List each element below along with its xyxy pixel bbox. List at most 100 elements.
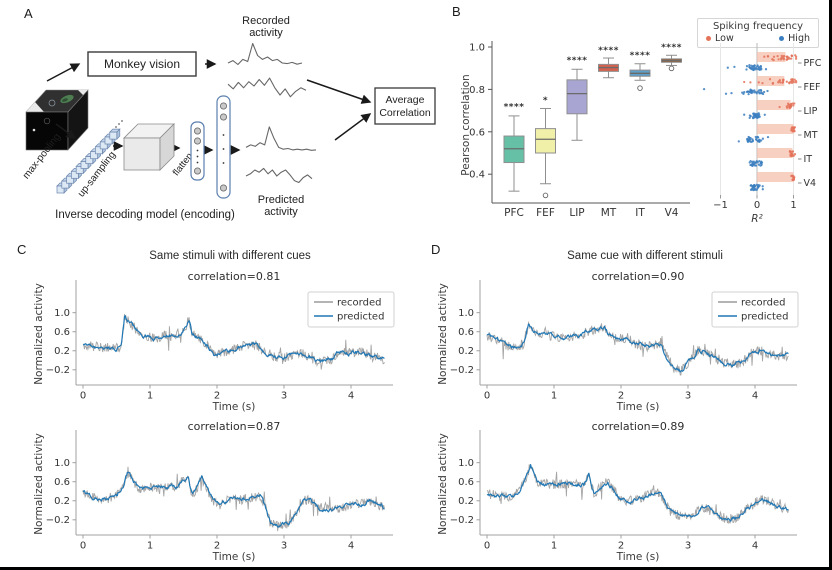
x-tick-label: 0: [80, 391, 86, 402]
svg-text:Recorded: Recorded: [242, 15, 290, 27]
r2-row-label: LIP: [804, 106, 818, 117]
y-tick-label: 1.0: [458, 458, 474, 469]
x-tick-label: −1: [713, 200, 728, 211]
r2-bar-FEF: [757, 76, 785, 86]
r2-row-label: PFC: [804, 58, 822, 69]
y-tick-label: −0.2: [450, 515, 474, 526]
svg-text:Average: Average: [386, 94, 425, 106]
x-axis-label: Time (s): [212, 551, 256, 563]
x-tick-label: 1: [147, 541, 153, 552]
fixation-dot: [32, 128, 36, 132]
x-category-label: LIP: [569, 207, 584, 219]
r2-row-label: V4: [804, 178, 817, 189]
timeseries-d2: correlation=0.89 Normalized activity Tim…: [437, 420, 797, 563]
x-tick-label: 2: [214, 391, 220, 402]
y-tick-label: 0.6: [54, 327, 70, 338]
timeseries-c1: correlation=0.81 Normalized activity Tim…: [33, 270, 395, 413]
x-category-label: PFC: [504, 207, 524, 219]
x-tick-label: 1: [551, 541, 557, 552]
r2-bar-IT: [757, 148, 793, 158]
x-category-label: IT: [635, 207, 645, 219]
significance-stars: *: [543, 96, 548, 106]
y-tick-label: 1.0: [54, 458, 70, 469]
y-tick-label: 0.2: [458, 346, 474, 357]
x-tick-label: 1: [147, 391, 153, 402]
frame-bottom-edge: [0, 567, 832, 570]
recorded-trace-1: [227, 42, 303, 66]
r2-row-label: FEF: [804, 82, 821, 93]
significance-stars: ****: [630, 51, 651, 61]
max-pooling-arrow: [55, 123, 77, 139]
y-tick-label: −0.2: [450, 365, 474, 376]
outlier: [637, 85, 643, 91]
frame-right-edge: [829, 0, 832, 570]
timeseries-d1: correlation=0.90 Normalized activity Tim…: [437, 270, 799, 413]
x-tick-label: 4: [752, 391, 758, 402]
encoding-model-diagram: Monkey vision Recorded activity max-pool…: [21, 15, 436, 221]
correlation-label: correlation=0.89: [592, 420, 685, 433]
y-tick-label: 0.6: [54, 477, 70, 488]
r2-xlabel: R²: [751, 213, 763, 225]
predicted-trace-1: [245, 126, 317, 151]
x-axis-label: Time (s): [212, 401, 256, 413]
x-tick-label: 2: [214, 541, 220, 552]
x-tick-label: 1: [551, 391, 557, 402]
output-vector: [216, 95, 231, 199]
x-tick-label: 2: [618, 391, 624, 402]
x-tick-label: 2: [618, 541, 624, 552]
plot-legend: recorded predicted: [711, 291, 799, 328]
r2-bar-MT: [757, 124, 794, 134]
y-axis-label: Normalized activity: [437, 433, 449, 535]
predicted-series: [486, 323, 789, 373]
predicted-series: [486, 464, 789, 522]
r2-bar-PFC: [757, 52, 786, 62]
x-tick-label: 1: [790, 200, 796, 211]
r2-dot-plot: −1 0 1 PFC FEF LIP MT IT V4 R²: [702, 43, 822, 225]
significance-stars: ****: [504, 103, 525, 113]
plot-legend: recorded predicted: [307, 291, 395, 328]
x-tick-label: 0: [754, 200, 760, 211]
y-tick-label: 1.0: [54, 308, 70, 319]
panel-c-label: C: [17, 242, 27, 257]
feature-cube-chain: [56, 128, 121, 194]
recorded-series: [486, 320, 789, 376]
significance-stars: ****: [661, 43, 682, 53]
legend-predicted-label: predicted: [337, 312, 384, 323]
model-caption: Inverse decoding model (encoding): [55, 209, 235, 221]
x-tick-label: 0: [80, 541, 86, 552]
y-tick-label: −0.2: [46, 515, 70, 526]
significance-stars: ****: [598, 46, 619, 56]
y-tick-label: −0.2: [46, 365, 70, 376]
high-dot-icon: [779, 36, 785, 41]
average-correlation-box: Average Correlation: [374, 87, 436, 125]
y-tick-label: 1.0: [458, 308, 474, 319]
x-category-label: MT: [601, 207, 617, 219]
legend-predicted-label: predicted: [741, 312, 788, 323]
box-LIP: [566, 79, 588, 115]
boxplot-ylabel: Pearson correlation: [460, 74, 472, 175]
predicted-series: [82, 471, 385, 528]
recorded-series: [82, 466, 385, 532]
photo-corner: [26, 102, 44, 112]
y-axis-label: Normalized activity: [437, 283, 449, 385]
x-tick-label: 3: [281, 541, 287, 552]
svg-text:activity: activity: [249, 27, 283, 39]
significance-stars: ****: [567, 56, 588, 66]
recorded-activity: Recorded activity: [227, 15, 307, 98]
x-tick-label: 3: [685, 541, 691, 552]
x-tick-label: 4: [348, 541, 354, 552]
x-tick-label: 3: [281, 391, 287, 402]
flow-arrows: [46, 59, 372, 155]
feature-volume-cube: [123, 123, 175, 171]
y-tick-label: 0.6: [458, 327, 474, 338]
outlier: [542, 192, 549, 199]
y-tick-label: 0.2: [54, 346, 70, 357]
outlier: [668, 65, 675, 72]
box-FEF: [535, 128, 556, 154]
legend-recorded-label: recorded: [337, 298, 381, 309]
panel-a-label: A: [24, 6, 33, 21]
x-axis-label: Time (s): [616, 551, 660, 563]
x-tick-label: 3: [685, 391, 691, 402]
monkey-vision-label: Monkey vision: [104, 57, 180, 71]
low-dot-icon: [706, 36, 711, 41]
